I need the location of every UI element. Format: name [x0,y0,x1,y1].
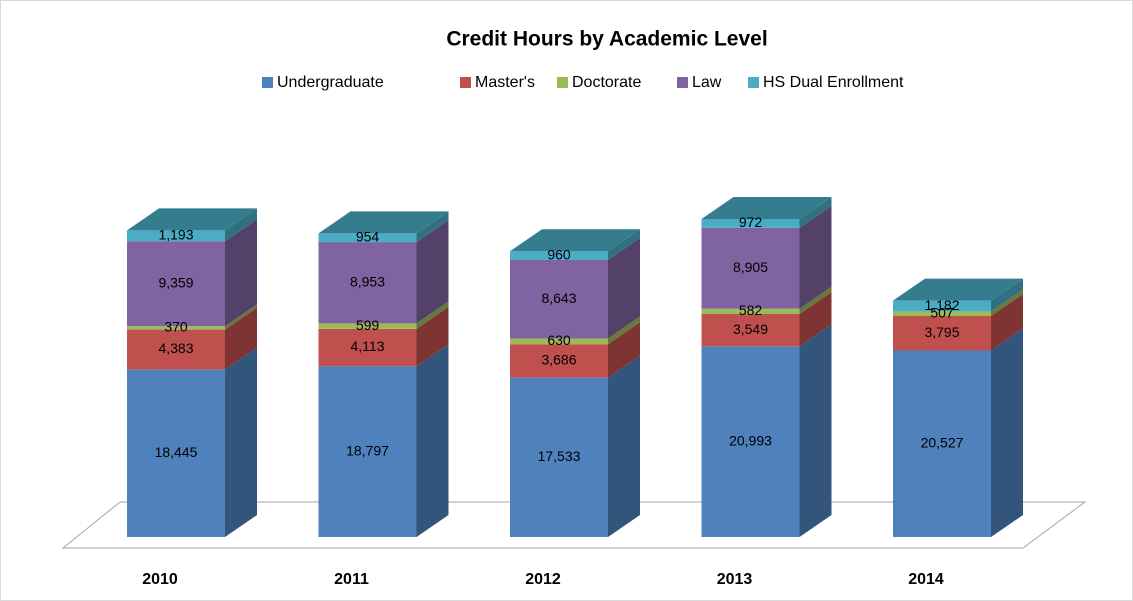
legend-label: Master's [475,74,535,91]
bar-segment-side [991,328,1023,537]
bar-top [701,197,832,219]
bar-top [318,211,449,234]
bar-segment [510,377,608,537]
bar-segment [127,369,225,537]
legend-label: Law [692,74,722,91]
bar-segment-side [608,237,640,339]
legend-label: Undergraduate [277,74,384,91]
data-label: 3,549 [733,321,768,337]
data-label: 8,643 [541,290,576,306]
bar-segment [318,366,417,537]
data-label: 20,527 [921,434,964,450]
bar-top [127,208,257,231]
x-tick-label: 2012 [525,571,561,588]
x-tick-label: 2010 [142,571,178,588]
bar-segment-side [416,306,449,367]
data-label: 17,533 [538,448,581,464]
data-label: 8,953 [350,273,385,289]
bar-segment [701,314,800,347]
data-label: 18,445 [155,444,198,460]
data-label: 1,182 [924,297,959,313]
bar-segment-side [799,324,832,537]
data-label: 507 [930,304,954,320]
legend-swatch [460,77,471,88]
bar-segment [893,311,991,317]
bar-segment [893,350,991,537]
bar-segment-side [416,344,449,537]
data-label: 972 [739,214,763,230]
bar-segment-side [608,316,640,345]
data-label: 20,993 [729,432,772,448]
bar-segment-side [799,286,832,315]
bar-segment-side [608,322,640,378]
bar-segment-side [416,211,449,243]
legend-label: Doctorate [572,74,641,91]
legend-label: HS Dual Enrollment [763,74,904,91]
bar-segment-side [225,347,257,537]
bar-segment [127,230,225,242]
data-label: 4,113 [351,338,385,354]
data-label: 370 [164,319,188,335]
data-label: 954 [356,228,380,244]
bar-segment [510,344,608,378]
bar-segment [510,251,608,260]
bar-segment-side [416,220,449,324]
chart-title: Credit Hours by Academic Level [446,28,767,51]
data-label: 1,193 [158,226,193,242]
bar-segment-side [225,208,257,242]
bar-segment [893,300,991,312]
legend-swatch [262,77,273,88]
bar-segment-side [608,355,640,537]
data-label: 599 [356,317,380,333]
bar-segment [127,329,225,370]
bar-segment [127,326,225,330]
legend-swatch [748,77,759,88]
data-label: 582 [739,302,763,318]
bar-segment [127,241,225,327]
data-label: 3,686 [541,352,576,368]
bar-segment [510,338,608,345]
bar-segment-side [991,294,1023,351]
bar-segment-side [225,304,257,330]
data-label: 4,383 [158,340,193,356]
data-label: 630 [547,332,571,348]
bar-segment [318,328,417,367]
bar-segment [893,316,991,351]
bar-segment-side [799,197,832,228]
bar-segment-side [416,301,449,329]
bar-segment [318,323,417,329]
data-label: 8,905 [733,259,768,275]
legend-swatch [677,77,688,88]
bar-segment [701,346,800,537]
bar-segment [701,308,800,315]
x-tick-label: 2013 [717,571,753,588]
bar-segment-side [799,205,832,309]
x-tick-label: 2011 [334,571,369,588]
bar-segment [318,233,417,243]
bar-segment-side [225,307,257,370]
bar-segment [510,259,608,339]
bar-top [893,278,1023,301]
bar-segment-side [225,219,257,327]
data-label: 3,795 [924,324,959,340]
x-tick-label: 2014 [908,571,944,588]
data-label: 18,797 [346,442,389,458]
bar-segment [701,219,800,228]
bar-segment-side [799,292,832,347]
bar-segment-side [608,229,640,260]
bar-segment-side [991,278,1023,312]
data-label: 960 [547,246,571,262]
data-label: 9,359 [158,274,193,290]
bar-top [510,229,640,252]
bar-segment [318,242,417,324]
legend-swatch [557,77,568,88]
bar-segment-side [991,289,1023,317]
bar-segment [701,227,800,309]
